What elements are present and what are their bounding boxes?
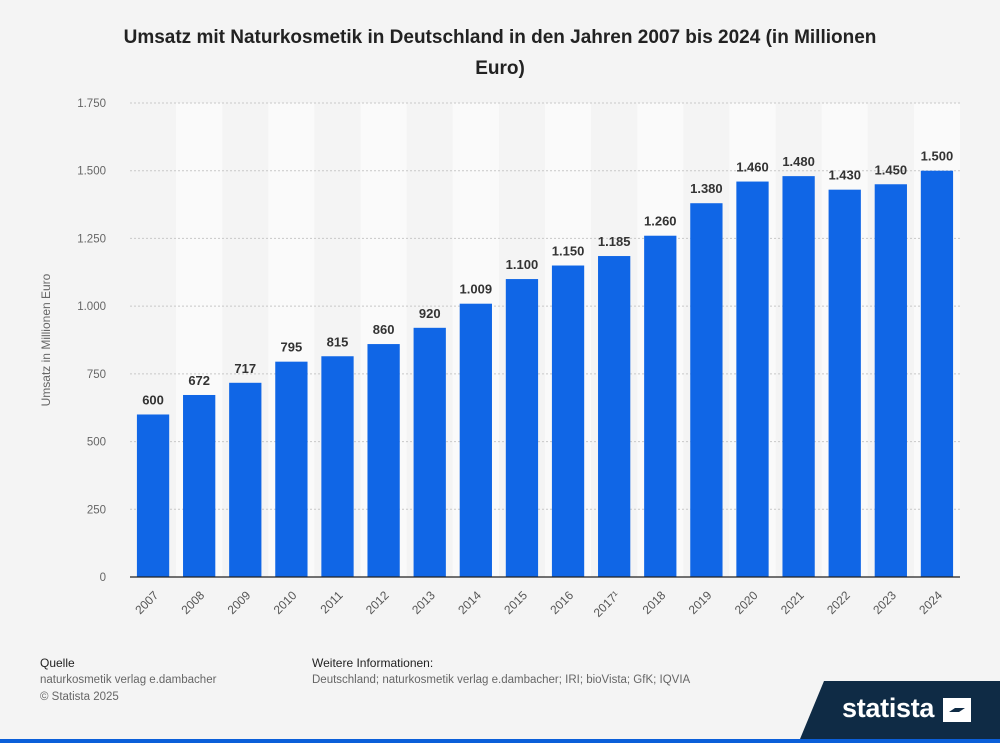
- copyright: © Statista 2025: [40, 691, 119, 703]
- y-tick-label: 1.500: [77, 166, 106, 178]
- x-tick-label: 2023: [870, 588, 899, 617]
- x-tick-label: 2019: [686, 588, 715, 617]
- bar[interactable]: [828, 189, 861, 577]
- bar[interactable]: [505, 279, 539, 577]
- x-tick-labels: 2007 2008 2009 2010 2011 2012 2013 2014 2015 2016…: [132, 588, 945, 620]
- statista-logo[interactable]: statista: [800, 681, 1000, 739]
- x-tick-label: 2008: [179, 588, 208, 617]
- info-heading: Weitere Informationen:: [312, 656, 434, 670]
- value-label: 672: [188, 373, 210, 388]
- value-label: 1.009: [460, 282, 493, 297]
- value-label: 717: [234, 361, 256, 376]
- bar[interactable]: [782, 176, 815, 578]
- bar[interactable]: [690, 203, 723, 577]
- y-tick-label: 1.250: [77, 233, 106, 245]
- bar[interactable]: [920, 170, 954, 577]
- bars: [136, 170, 954, 578]
- info-block: Weitere Informationen: Deutschland; natu…: [312, 655, 690, 689]
- x-tick-label: 2017¹: [591, 588, 623, 620]
- value-label: 1.260: [644, 214, 677, 229]
- x-tick-label: 2021: [778, 588, 807, 617]
- bar[interactable]: [183, 394, 216, 577]
- x-tick-label: 2014: [455, 588, 484, 617]
- x-tick-label: 2010: [271, 588, 300, 617]
- bar[interactable]: [367, 344, 400, 577]
- value-label: 815: [327, 334, 349, 349]
- x-tick-label: 2013: [409, 588, 438, 617]
- bar[interactable]: [874, 184, 907, 577]
- y-tick-label: 1.750: [77, 98, 106, 110]
- bar[interactable]: [413, 327, 446, 577]
- y-tick-label: 0: [100, 572, 106, 584]
- value-label: 795: [281, 340, 303, 355]
- x-tick-label: 2018: [640, 588, 669, 617]
- value-label: 1.500: [921, 149, 954, 164]
- source-text: naturkosmetik verlag e.dambacher: [40, 674, 217, 686]
- info-text: Deutschland; naturkosmetik verlag e.damb…: [312, 674, 691, 686]
- bar[interactable]: [459, 303, 492, 577]
- bar[interactable]: [136, 414, 170, 577]
- value-label: 1.185: [598, 234, 631, 249]
- value-label: 1.380: [690, 181, 723, 196]
- value-label: 600: [142, 392, 164, 407]
- bar[interactable]: [598, 256, 631, 577]
- x-tick-label: 2024: [916, 588, 945, 617]
- bar[interactable]: [275, 361, 308, 577]
- statista-mark-icon: [943, 698, 971, 722]
- y-tick-label: 1.000: [77, 301, 106, 313]
- bar[interactable]: [736, 181, 769, 577]
- source-block: Quelle naturkosmetik verlag e.dambacher …: [40, 655, 216, 706]
- y-tick-label: 250: [87, 504, 106, 516]
- bar[interactable]: [551, 265, 585, 577]
- value-labels: 600 672 717 795 815 860 920 1.009 1.100 1.150 1.18…: [142, 149, 953, 408]
- logo-text: statista: [842, 693, 935, 723]
- y-tick-label: 500: [87, 437, 106, 449]
- chart-title: Umsatz mit Naturkosmetik in Deutschland …: [123, 27, 877, 79]
- value-label: 1.480: [782, 154, 815, 169]
- y-tick-label: 750: [87, 369, 106, 381]
- x-tick-label: 2009: [225, 588, 254, 617]
- x-tick-label: 2011: [317, 588, 345, 616]
- value-label: 920: [419, 306, 441, 321]
- x-tick-label: 2022: [824, 588, 853, 617]
- bar-chart: 0 250 500 750 1.000 1.250 1.500 1.750 600 672 717…: [77, 98, 960, 620]
- x-tick-label: 2016: [547, 588, 576, 617]
- bar[interactable]: [644, 235, 677, 577]
- y-tick-labels: 0 250 500 750 1.000 1.250 1.500 1.750: [77, 98, 106, 584]
- value-label: 1.450: [875, 162, 908, 177]
- x-tick-label: 2015: [501, 588, 530, 617]
- bar[interactable]: [229, 382, 262, 577]
- value-label: 860: [373, 322, 395, 337]
- value-label: 1.430: [828, 168, 861, 183]
- x-tick-label: 2020: [732, 588, 761, 617]
- value-label: 1.150: [552, 244, 585, 259]
- source-heading: Quelle: [40, 656, 75, 670]
- x-tick-label: 2007: [132, 588, 161, 617]
- bar[interactable]: [321, 356, 354, 577]
- x-tick-label: 2012: [363, 588, 392, 617]
- value-label: 1.100: [506, 257, 539, 272]
- bottom-accent-line: [0, 739, 1000, 743]
- value-label: 1.460: [736, 160, 769, 175]
